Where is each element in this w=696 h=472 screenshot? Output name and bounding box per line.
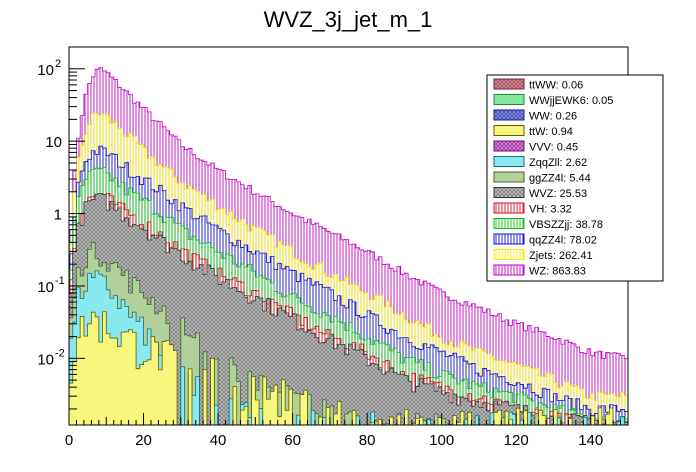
legend-swatch	[493, 125, 525, 136]
stacked-histogram-layers	[69, 67, 628, 425]
legend-swatch	[493, 249, 525, 260]
legend-label: ttWW: 0.06	[529, 80, 583, 92]
legend-swatch	[493, 202, 525, 214]
legend-label: WW: 0.26	[529, 111, 577, 123]
legend-swatch	[493, 264, 525, 276]
legend-swatch	[493, 140, 525, 152]
x-tick-label: 80	[359, 432, 376, 449]
x-tick-label: 20	[135, 432, 152, 449]
x-tick-label: 0	[65, 432, 73, 449]
y-tick-exponent: 2	[55, 58, 61, 70]
legend-entry-ttww: ttWW: 0.06	[493, 78, 583, 92]
legend-label: WWjjEWK6: 0.05	[529, 95, 613, 107]
legend-label: Zjets: 262.41	[529, 250, 593, 262]
legend-entry-vbszzjj: VBSZZjj: 38.78	[493, 218, 603, 231]
series-ttw	[69, 311, 628, 425]
x-tick-label: 40	[210, 432, 227, 449]
legend-swatch	[493, 156, 525, 167]
legend-label: VVV: 0.45	[529, 142, 578, 154]
legend-entry-ggzz4l: ggZZ4l: 5.44	[493, 171, 591, 185]
legend-label: VBSZZjj: 38.78	[529, 219, 603, 231]
legend-swatch	[493, 78, 525, 90]
legend-swatch	[493, 171, 525, 183]
legend-swatch	[493, 218, 525, 229]
legend-entry-wvz: WVZ: 25.53	[493, 187, 587, 200]
x-tick-label: 100	[429, 432, 454, 449]
y-tick-exponent: -2	[55, 347, 65, 359]
series-area-ttw	[69, 311, 628, 425]
legend-entry-vvv: VVV: 0.45	[493, 140, 578, 154]
legend-swatch	[493, 233, 525, 245]
y-tick-label: 10	[37, 279, 54, 296]
legend-entry-qqzz4l: qqZZ4l: 78.02	[493, 233, 597, 247]
legend-label: VH: 3.32	[529, 204, 572, 216]
legend-swatch	[493, 94, 525, 105]
chart-title: WVZ_3j_jet_m_1	[264, 7, 433, 32]
x-axis: 0 20 40 60 80 100 120 140	[65, 413, 629, 449]
legend-entry-zqqzll: ZqqZll: 2.62	[493, 156, 587, 169]
legend-swatch	[493, 109, 525, 121]
y-tick-label: 10	[45, 134, 62, 151]
legend-label: ggZZ4l: 5.44	[529, 173, 591, 185]
legend-label: ZqqZll: 2.62	[529, 157, 587, 169]
x-tick-label: 140	[578, 432, 603, 449]
legend-entry-vh: VH: 3.32	[493, 202, 572, 216]
y-tick-label: 1	[54, 207, 62, 224]
legend-entry-ttw: ttW: 0.94	[493, 125, 573, 138]
x-tick-label: 60	[284, 432, 301, 449]
legend-label: qqZZ4l: 78.02	[529, 235, 597, 247]
legend-swatch	[493, 187, 525, 198]
legend-entry-wwjjewk6: WWjjEWK6: 0.05	[493, 94, 613, 107]
legend-label: ttW: 0.94	[529, 126, 573, 138]
y-tick-label: 10	[37, 62, 54, 79]
legend-entry-ww: WW: 0.26	[493, 109, 577, 123]
legend-entry-wz: WZ: 863.83	[493, 264, 586, 278]
y-tick-exponent: -1	[55, 275, 65, 287]
legend: ttWW: 0.06 WWjjEWK6: 0.05 WW: 0.26 ttW: 0.9…	[486, 74, 664, 282]
y-tick-label: 10	[37, 351, 54, 368]
x-tick-label: 120	[504, 432, 529, 449]
legend-entry-zjets: Zjets: 262.41	[493, 249, 593, 262]
legend-label: WZ: 863.83	[529, 266, 586, 278]
legend-label: WVZ: 25.53	[529, 188, 587, 200]
